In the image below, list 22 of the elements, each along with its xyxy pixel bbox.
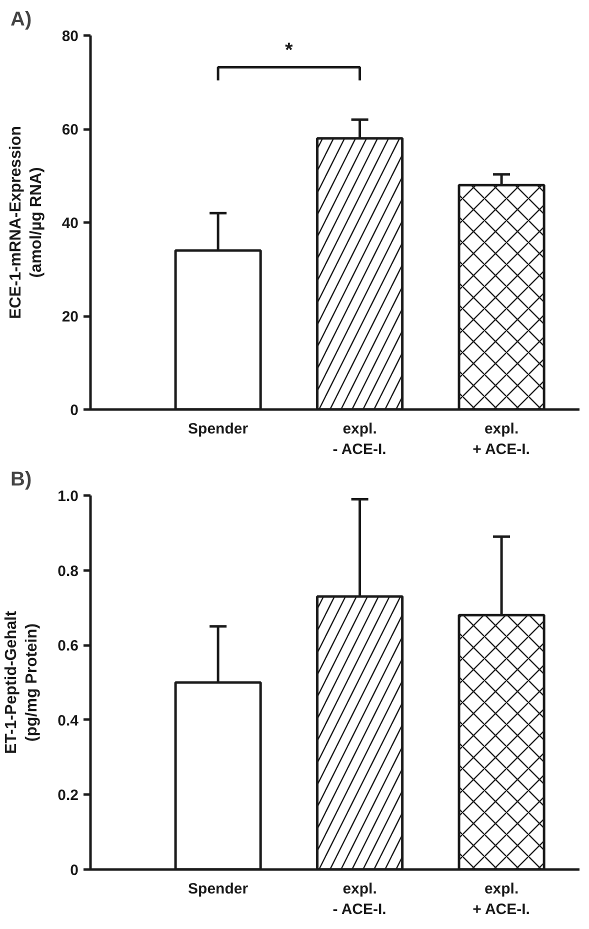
x-tick-label: expl. - ACE-I.	[332, 880, 386, 918]
x-tick-label: Spender	[188, 420, 248, 438]
y-tick-label: 40	[62, 215, 79, 232]
y-tick-label: 1.0	[58, 488, 79, 505]
x-tick-label: expl. + ACE-I.	[472, 420, 530, 458]
y-axis-title: ECE-1-mRNA-Expression (amol/µg RNA)	[7, 126, 45, 319]
y-tick-label: 60	[62, 122, 79, 138]
x-tick-label: Spender	[188, 880, 248, 898]
y-tick-label: 0	[70, 402, 78, 419]
chart-title: A)	[10, 8, 32, 30]
y-tick-label: 0.4	[58, 712, 80, 730]
y-tick-label: 0	[70, 862, 78, 879]
x-tick-label: expl. - ACE-I.	[332, 420, 386, 458]
y-tick-label: 0.8	[58, 562, 79, 580]
x-tick-label: expl. + ACE-I.	[472, 880, 530, 918]
y-tick-label: 0.2	[58, 787, 79, 804]
y-axis-title: ET-1-Peptid-Gehalt (pg/mg Protein)	[3, 610, 41, 754]
y-tick-label: 0.6	[58, 638, 79, 655]
chart-title: B)	[10, 468, 32, 490]
y-tick-label: 80	[62, 28, 79, 45]
annotation: *	[285, 40, 294, 62]
y-tick-label: 20	[62, 308, 79, 326]
